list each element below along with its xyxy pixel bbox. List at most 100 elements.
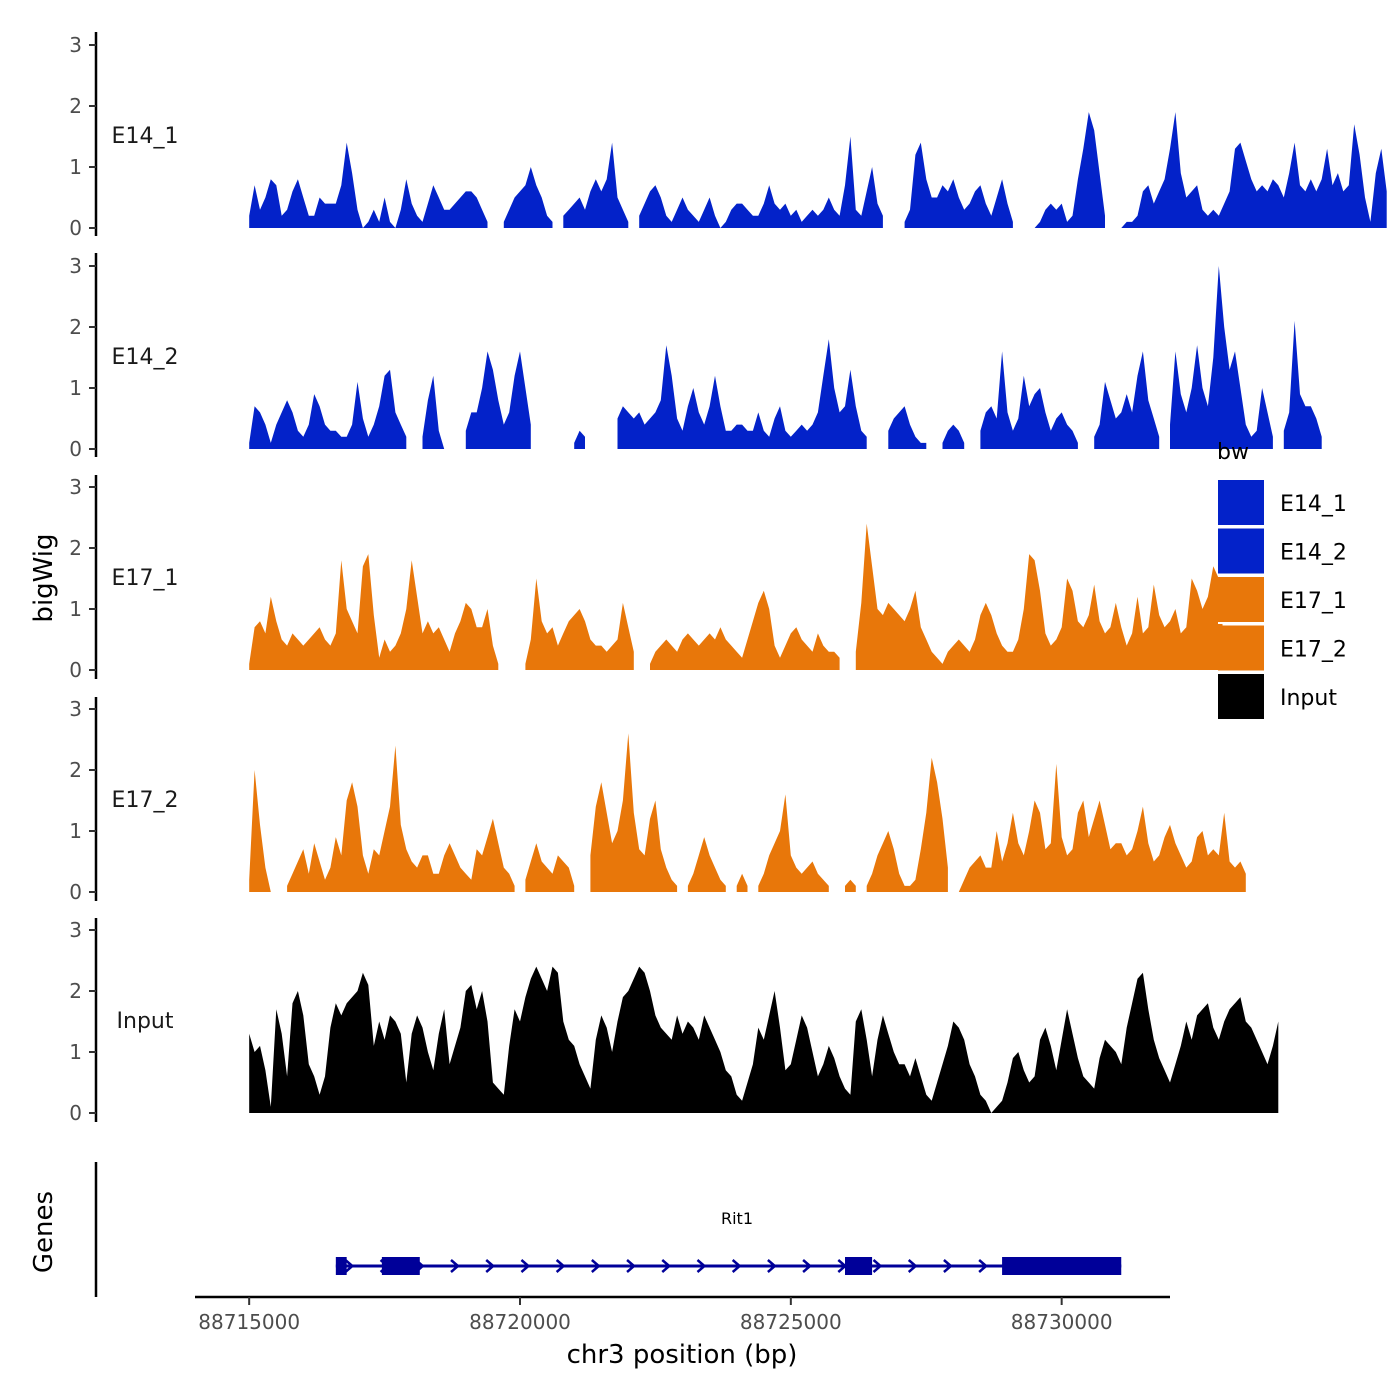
strand-arrow [978, 1259, 989, 1273]
gene-exon [845, 1257, 873, 1275]
signal-area [249, 142, 488, 228]
track-label: E14_2 [112, 345, 179, 370]
genes-axis-title: Genes [29, 1191, 59, 1273]
track-e14_1: 0 1 2 3 E14_1 [69, 32, 1387, 240]
signal-area [287, 745, 515, 892]
y-axis-title: bigWig [29, 533, 59, 622]
gene-exon [335, 1257, 347, 1275]
y-tick-label: 1 [69, 597, 82, 621]
strand-arrow [907, 1259, 918, 1273]
y-tick-label: 0 [69, 216, 82, 240]
strand-arrow [767, 1259, 777, 1273]
signal-area [845, 879, 856, 892]
strand-arrow [872, 1259, 883, 1273]
x-ticks: 88715000 88720000 88725000 88730000 [198, 1297, 1113, 1334]
gene-label: Rit1 [721, 1209, 753, 1228]
signal-area [1094, 351, 1160, 449]
strand-arrow [520, 1259, 531, 1273]
strand-arrow [555, 1259, 566, 1273]
signal-area [503, 167, 553, 228]
signal-area [249, 770, 271, 892]
legend-item-e14_2: E14_2 [1218, 528, 1347, 576]
signal-area [1034, 112, 1105, 228]
signal-area [249, 369, 407, 449]
x-axis: 88715000 88720000 88725000 88730000 chr3 po… [195, 1295, 1170, 1370]
legend-item-input: Input [1218, 674, 1337, 721]
track-label: E17_1 [112, 566, 179, 591]
x-tick-label: 88715000 [198, 1310, 300, 1334]
signal-area [888, 406, 927, 449]
y-tick-label: 3 [69, 33, 82, 57]
strand-arrow [661, 1259, 672, 1273]
x-tick-label: 88730000 [1011, 1310, 1113, 1334]
signal-area [249, 966, 1279, 1113]
signal-area [1283, 320, 1322, 449]
legend-label: Input [1280, 686, 1337, 711]
legend-swatch [1218, 480, 1264, 526]
gene-track: Rit1 [94, 1162, 1122, 1297]
signal-area [736, 873, 748, 892]
track-label: E14_1 [112, 124, 179, 149]
signal-area [574, 430, 585, 449]
signal-area [942, 424, 965, 449]
y-tick-label: 2 [69, 315, 82, 339]
signal-tracks: 0 1 2 3 E14_1 0 1 2 3 E14_2 0 1 2 3 E17_1 0 1 2 3 E17_2 0 1 2 3… [69, 32, 1387, 1125]
track-input: 0 1 2 3 Input [69, 918, 1279, 1125]
y-tick-label: 0 [69, 437, 82, 461]
signal-area [465, 351, 531, 449]
legend: bw E14_1 E14_2 E17_1 E17_2 Input [1217, 440, 1347, 721]
x-tick-label: 88720000 [469, 1310, 571, 1334]
strand-arrow [696, 1259, 707, 1273]
strand-arrow [344, 1259, 355, 1273]
gene-exon [1002, 1257, 1122, 1275]
signal-area [855, 523, 1230, 670]
track-label: E17_2 [112, 788, 179, 813]
signal-area [758, 794, 829, 892]
track-label: Input [117, 1009, 174, 1034]
legend-swatch [1218, 577, 1264, 623]
track-e14_2: 0 1 2 3 E14_2 [69, 253, 1322, 461]
y-tick-label: 1 [69, 1040, 82, 1064]
legend-label: E17_1 [1280, 589, 1347, 614]
signal-area [866, 757, 948, 892]
strand-arrow [485, 1259, 496, 1273]
strand-arrow [626, 1259, 636, 1273]
signal-area [563, 142, 629, 228]
legend-items: E14_1 E14_2 E17_1 E17_2 Input [1218, 480, 1347, 721]
strand-arrow [450, 1259, 460, 1273]
signal-area [687, 837, 726, 892]
legend-swatch [1218, 528, 1264, 575]
signal-area [639, 136, 883, 228]
y-tick-label: 0 [69, 658, 82, 682]
legend-item-e17_1: E17_1 [1218, 577, 1347, 624]
gene-exon [381, 1257, 420, 1275]
y-tick-label: 3 [69, 254, 82, 278]
legend-item-e14_1: E14_1 [1218, 480, 1347, 527]
signal-area [1121, 112, 1387, 228]
signal-area [1170, 266, 1273, 449]
y-tick-label: 3 [69, 475, 82, 499]
y-tick-label: 2 [69, 979, 82, 1003]
signal-area [904, 142, 1013, 228]
strand-arrow [591, 1259, 601, 1273]
legend-label: E14_2 [1280, 541, 1347, 566]
y-tick-label: 2 [69, 94, 82, 118]
y-tick-label: 0 [69, 880, 82, 904]
y-tick-label: 1 [69, 376, 82, 400]
legend-title: bw [1217, 440, 1249, 465]
legend-label: E14_1 [1280, 492, 1347, 517]
x-tick-label: 88725000 [740, 1310, 842, 1334]
track-e17_1: 0 1 2 3 E17_1 [69, 475, 1230, 682]
gene-model [335, 1257, 1122, 1275]
signal-area [422, 375, 445, 449]
signal-area [980, 351, 1078, 449]
legend-swatch [1218, 674, 1264, 720]
x-axis-title: chr3 position (bp) [567, 1340, 798, 1370]
track-e17_2: 0 1 2 3 E17_2 [69, 697, 1246, 904]
legend-item-e17_2: E17_2 [1218, 625, 1347, 673]
signal-area [650, 590, 840, 670]
signal-area [590, 733, 678, 892]
signal-area [958, 763, 1246, 892]
signal-area [525, 843, 575, 892]
